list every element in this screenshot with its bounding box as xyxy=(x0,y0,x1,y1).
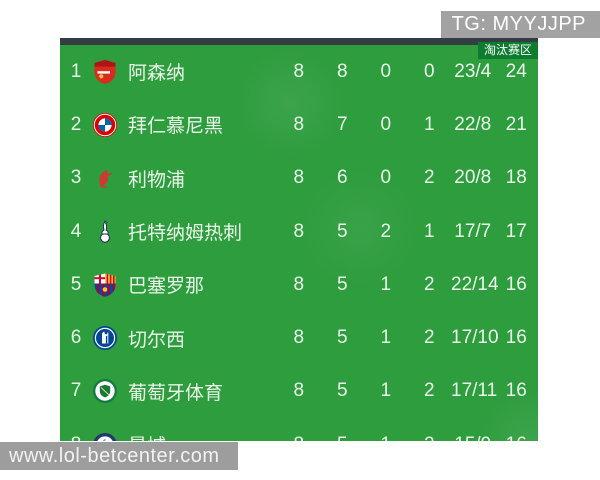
team-name: 葡萄牙体育 xyxy=(128,382,224,404)
points: 17 xyxy=(505,220,527,242)
sporting-crest-icon xyxy=(92,378,118,404)
chelsea-crest-icon xyxy=(92,325,118,351)
lost: 1 xyxy=(423,113,435,135)
played: 8 xyxy=(293,273,305,295)
goals: 22/14 xyxy=(451,273,499,295)
won: 6 xyxy=(336,167,348,189)
lost: 2 xyxy=(408,434,452,441)
rank: 6 xyxy=(70,327,82,349)
table-row[interactable]: 3 利物浦 8 6 0 2 20/8 18 xyxy=(60,152,538,205)
knockout-zone-badge: 淘汰赛区 xyxy=(477,42,538,59)
rank: 3 xyxy=(70,167,82,189)
lost: 0 xyxy=(423,60,435,82)
mancity-crest-icon xyxy=(92,432,118,441)
won: 5 xyxy=(336,273,348,295)
played: 8 xyxy=(293,220,305,242)
lost: 2 xyxy=(423,273,435,295)
table-row[interactable]: 8 曼城 8 5 1 2 15/9 16 xyxy=(60,418,538,441)
played: 8 xyxy=(293,167,305,189)
drawn: 2 xyxy=(380,220,392,242)
league-standings-table: 淘汰赛区 1 阿森纳 8 8 0 0 23/4 24 2 xyxy=(60,38,538,441)
rank: 1 xyxy=(70,60,82,82)
team-name: 托特纳姆热刺 xyxy=(128,223,243,245)
points: 24 xyxy=(505,60,527,82)
rank: 8 xyxy=(60,434,92,441)
table-row[interactable]: 1 阿森纳 8 8 0 0 23/4 24 xyxy=(60,45,538,98)
goals: 17/7 xyxy=(454,220,492,242)
table-row[interactable]: 7 葡萄牙体育 8 5 1 2 17/11 16 xyxy=(60,365,538,418)
won: 8 xyxy=(336,60,348,82)
played: 8 xyxy=(293,380,305,402)
goals: 23/4 xyxy=(454,60,492,82)
won: 5 xyxy=(336,220,348,242)
points: 16 xyxy=(495,434,539,441)
drawn: 1 xyxy=(380,380,392,402)
points: 18 xyxy=(505,167,527,189)
lost: 2 xyxy=(423,327,435,349)
goals: 17/11 xyxy=(451,380,498,402)
rank: 2 xyxy=(70,113,82,135)
liverpool-crest-icon xyxy=(92,165,118,191)
goals: 20/8 xyxy=(454,167,492,189)
rank: 5 xyxy=(70,273,82,295)
tottenham-crest-icon xyxy=(92,219,118,245)
won: 7 xyxy=(336,113,348,135)
goals: 22/8 xyxy=(454,113,492,135)
played: 8 xyxy=(293,113,305,135)
played: 8 xyxy=(293,60,305,82)
table-top-border xyxy=(60,38,538,45)
team-name: 阿森纳 xyxy=(128,63,186,85)
won: 5 xyxy=(336,327,348,349)
points: 21 xyxy=(505,113,527,135)
points: 16 xyxy=(505,273,527,295)
arsenal-crest-icon xyxy=(92,59,118,85)
lost: 2 xyxy=(423,380,435,402)
drawn: 0 xyxy=(380,113,392,135)
site-watermark: www.lol-betcenter.com xyxy=(0,442,238,470)
team-name: 曼城 xyxy=(128,431,277,441)
played: 8 xyxy=(293,327,305,349)
table-row[interactable]: 4 托特纳姆热刺 8 5 2 1 17/7 17 xyxy=(60,205,538,258)
goals: 15/9 xyxy=(451,434,495,441)
barcelona-crest-icon xyxy=(92,272,118,298)
team-name: 拜仁慕尼黑 xyxy=(128,116,224,138)
drawn: 0 xyxy=(380,167,392,189)
lost: 2 xyxy=(423,167,435,189)
rank: 7 xyxy=(70,380,82,402)
bayern-crest-icon xyxy=(92,112,118,138)
points: 16 xyxy=(505,380,527,402)
lost: 1 xyxy=(423,220,435,242)
won: 5 xyxy=(336,380,348,402)
table-row[interactable]: 6 切尔西 8 5 1 2 17/10 16 xyxy=(60,311,538,364)
tg-contact-badge: TG: MYYJJPP xyxy=(440,11,600,38)
won: 5 xyxy=(321,434,365,441)
goals: 17/10 xyxy=(451,327,499,349)
team-name: 巴塞罗那 xyxy=(128,276,205,298)
table-row[interactable]: 5 巴塞罗那 8 5 1 2 22/14 16 xyxy=(60,258,538,311)
played: 8 xyxy=(277,434,321,441)
table-row[interactable]: 2 拜仁慕尼黑 8 7 0 1 22/8 21 xyxy=(60,98,538,151)
team-name: 利物浦 xyxy=(128,169,186,191)
table-rows: 1 阿森纳 8 8 0 0 23/4 24 2 拜仁慕尼黑 8 xyxy=(60,45,538,441)
drawn: 1 xyxy=(380,327,392,349)
points: 16 xyxy=(505,327,527,349)
drawn: 0 xyxy=(380,60,392,82)
rank: 4 xyxy=(70,220,82,242)
drawn: 1 xyxy=(380,273,392,295)
team-name: 切尔西 xyxy=(128,329,186,351)
drawn: 1 xyxy=(364,434,408,441)
